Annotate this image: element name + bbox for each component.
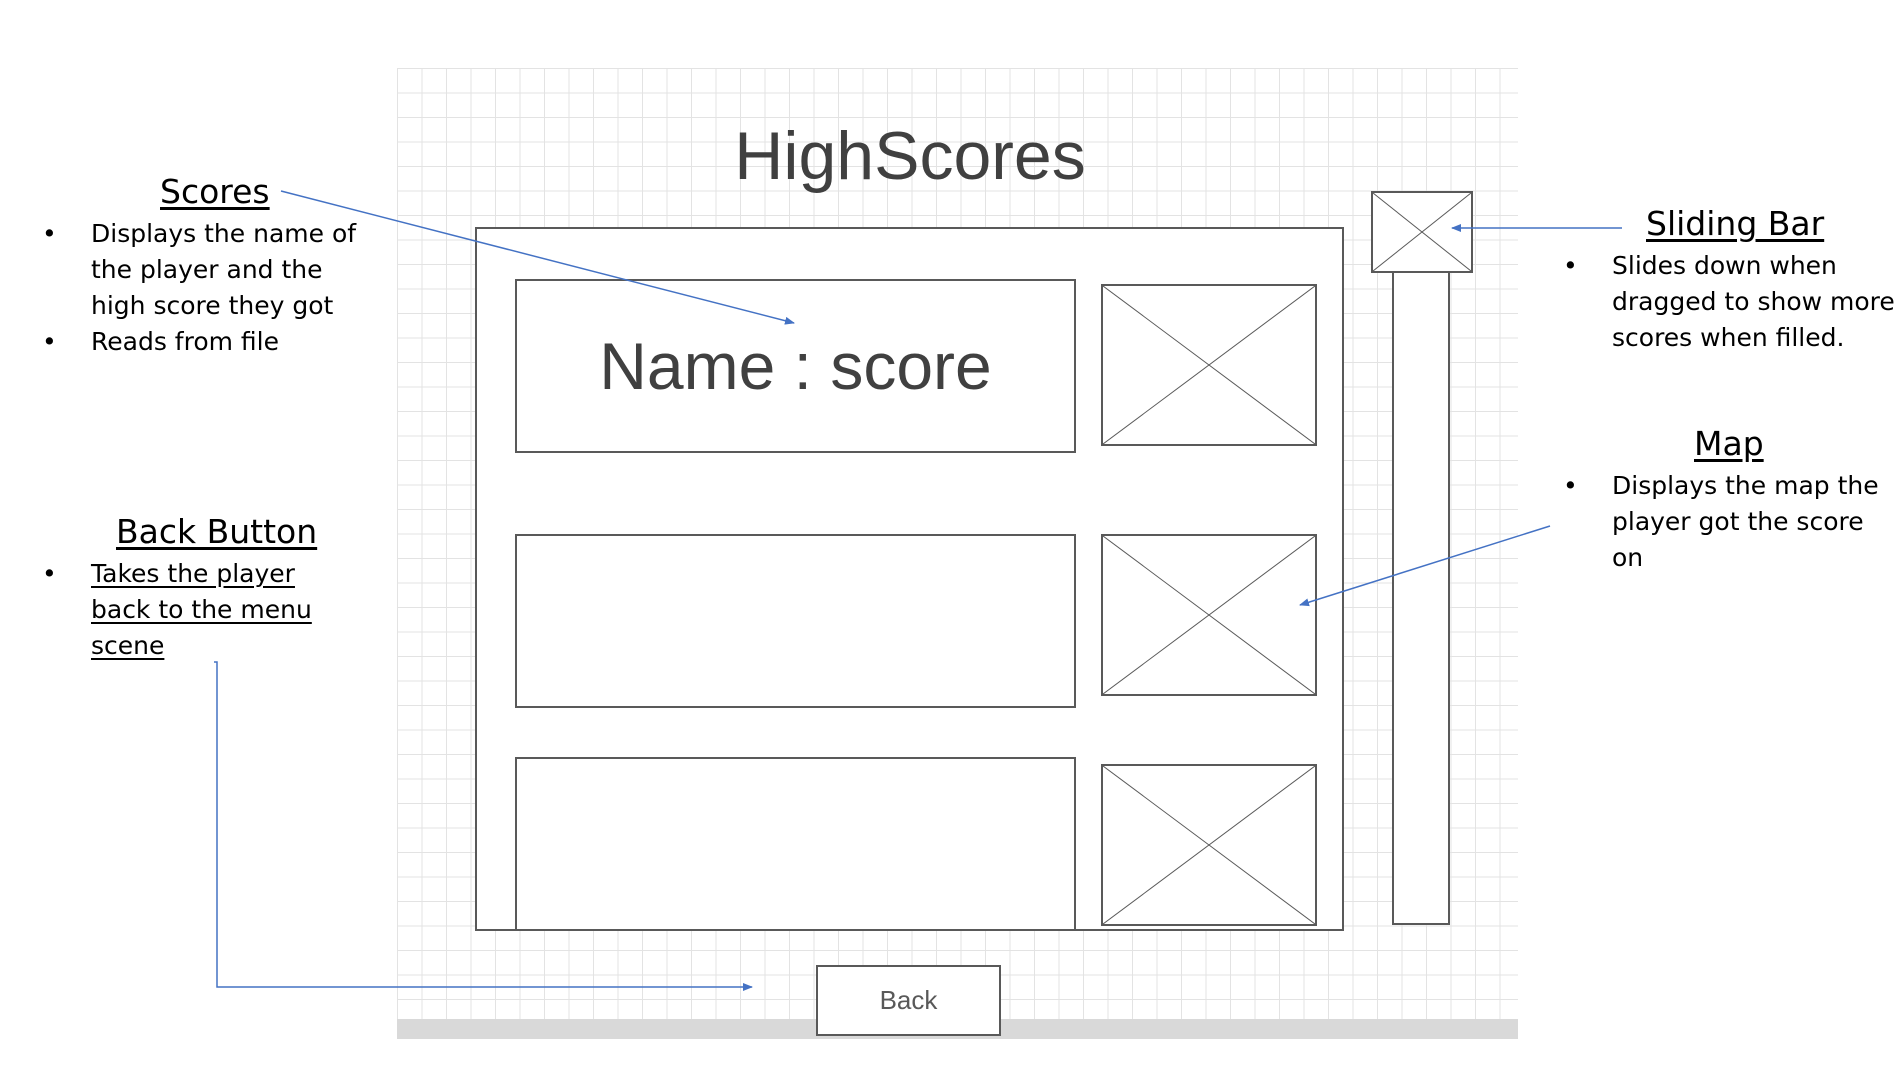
scroll-thumb[interactable] (1371, 191, 1473, 273)
sliding-bar-annotation-list: Slides down when dragged to show more sc… (1563, 248, 1898, 356)
back-button-annotation-list: Takes the player back to the menu scene (42, 556, 362, 664)
score-row-text (517, 759, 1074, 929)
score-row-text: Name : score (599, 329, 992, 403)
list-item-text: Takes the player back to the menu scene (91, 559, 312, 660)
map-image-placeholder-1 (1101, 284, 1317, 446)
scroll-track[interactable] (1392, 271, 1450, 925)
back-button-annotation-heading: Back Button (116, 512, 318, 551)
list-item: Slides down when dragged to show more sc… (1563, 248, 1898, 356)
score-row-text (517, 536, 1074, 706)
score-row-3 (515, 757, 1076, 931)
map-annotation-list: Displays the map the player got the scor… (1563, 468, 1898, 576)
image-placeholder-icon (1103, 766, 1315, 924)
image-placeholder-icon (1373, 193, 1471, 271)
list-item: Displays the map the player got the scor… (1563, 468, 1898, 576)
list-item: Reads from file (42, 324, 382, 360)
sliding-bar-annotation-heading: Sliding Bar (1646, 204, 1825, 243)
image-placeholder-icon (1103, 286, 1315, 444)
list-item: Takes the player back to the menu scene (42, 556, 362, 664)
list-item: Displays the name of the player and the … (42, 216, 382, 324)
scores-annotation-list: Displays the name of the player and the … (42, 216, 382, 360)
map-image-placeholder-3 (1101, 764, 1317, 926)
map-annotation-heading: Map (1694, 424, 1764, 463)
score-row-2 (515, 534, 1076, 708)
back-button[interactable]: Back (816, 965, 1001, 1036)
score-row-1: Name : score (515, 279, 1076, 453)
scores-annotation-heading: Scores (160, 172, 270, 211)
map-image-placeholder-2 (1101, 534, 1317, 696)
highscores-title: HighScores (734, 118, 1086, 194)
image-placeholder-icon (1103, 536, 1315, 694)
